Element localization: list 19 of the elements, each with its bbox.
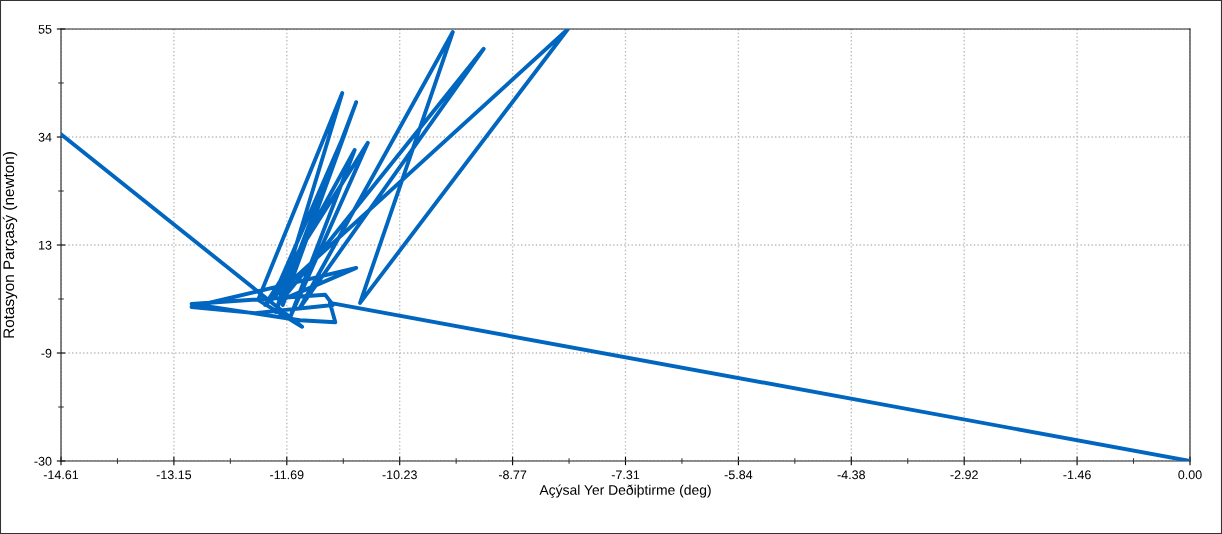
x-tick-label: -14.61 [43, 470, 79, 480]
y-tick-label: 55 [38, 24, 52, 34]
y-tick-label: 34 [38, 132, 52, 142]
line-series [61, 29, 1190, 461]
x-tick-label: -13.15 [156, 470, 192, 480]
y-tick-label: -30 [34, 456, 52, 466]
x-tick-label: -8.77 [498, 470, 527, 480]
x-tick-label: -2.92 [950, 470, 978, 480]
x-tick-label: -10.23 [382, 470, 417, 480]
x-tick-label: -11.69 [270, 470, 304, 480]
x-tick-label: -1.46 [1063, 470, 1091, 480]
x-tick-label: -4.38 [837, 470, 865, 480]
x-tick-label: -7.31 [611, 470, 640, 480]
y-axis-title: Rotasyon Parçasý (newton) [2, 152, 18, 338]
x-tick-label: 0.00 [1178, 470, 1202, 480]
x-axis-title: Açýsal Yer Deðiþtirme (deg) [539, 484, 711, 498]
x-tick-label: -5.84 [724, 470, 753, 480]
y-tick-label: -9 [41, 348, 52, 358]
y-tick-label: 13 [39, 240, 52, 250]
